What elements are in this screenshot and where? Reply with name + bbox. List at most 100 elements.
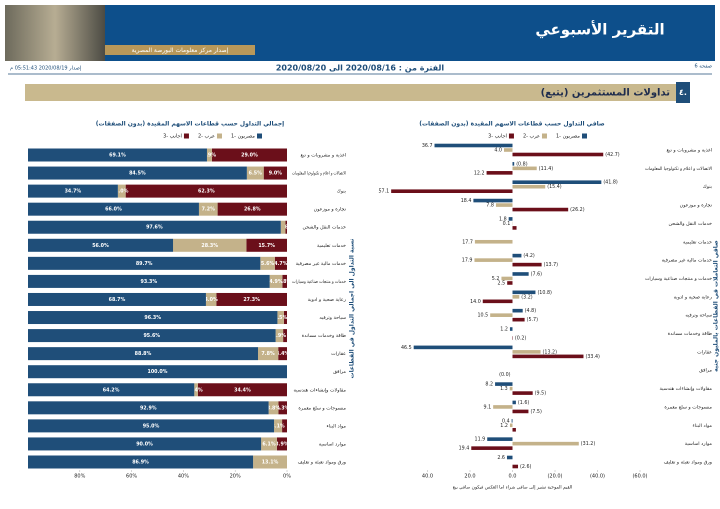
bar-segment bbox=[282, 419, 287, 433]
bar-segment bbox=[28, 184, 118, 198]
x-tick-label: 40.0 bbox=[422, 474, 433, 480]
y-axis-label: نسبة التداول الى اجمالي التداول في القطا… bbox=[349, 239, 356, 379]
value-label: 62.3% bbox=[198, 189, 215, 195]
value-label: 4.9% bbox=[269, 279, 282, 285]
bar-segment bbox=[28, 256, 261, 270]
legend-label: مصريون -1 bbox=[556, 134, 580, 140]
bar-segment bbox=[173, 238, 247, 252]
value-label: 89.7% bbox=[136, 261, 153, 267]
value-label: 34.7% bbox=[65, 189, 82, 195]
bar bbox=[512, 400, 516, 405]
value-label: 29.0% bbox=[241, 153, 258, 159]
bar-segment bbox=[253, 455, 287, 469]
bar bbox=[413, 345, 513, 350]
value-label: 18.4 bbox=[461, 198, 472, 204]
value-label: (13.7) bbox=[544, 262, 559, 268]
category-label: الاتصالات و اعلام و تكنولوجيا المعلومات bbox=[645, 166, 712, 172]
report-subtitle: إصدار مركز معلومات البورصة المصرية bbox=[132, 47, 229, 54]
category-label: مقاولات وإنشاءات هندسية bbox=[294, 387, 347, 393]
category-label: بنوك bbox=[337, 189, 346, 195]
bar-segment bbox=[28, 455, 254, 469]
value-label: 6.5% bbox=[249, 171, 262, 177]
bar-segment bbox=[277, 311, 284, 325]
bar-segment bbox=[28, 166, 247, 180]
bar-segment bbox=[246, 166, 264, 180]
x-tick-label: 60% bbox=[126, 474, 137, 480]
bar-segment bbox=[28, 329, 276, 343]
value-label: 84.5% bbox=[129, 171, 146, 177]
category-label: خدمات النقل والشحن bbox=[302, 225, 346, 231]
bar bbox=[495, 203, 513, 207]
bar-segment bbox=[28, 419, 275, 433]
report-title: التقرير الأسبوعي bbox=[535, 21, 664, 39]
value-label: 1.8% bbox=[278, 279, 291, 285]
value-label: 0.0% bbox=[280, 369, 293, 375]
value-label: (1.6) bbox=[518, 400, 530, 406]
category-label: مواد البناء bbox=[327, 423, 347, 429]
value-label: 95.6% bbox=[143, 333, 160, 339]
value-label: 2.5% bbox=[274, 315, 287, 321]
bar bbox=[487, 437, 513, 441]
value-label: 46.5 bbox=[401, 345, 412, 351]
bar bbox=[507, 281, 513, 285]
bar bbox=[508, 217, 513, 221]
x-tick-label: 0% bbox=[283, 474, 291, 480]
value-label: 57.1 bbox=[378, 189, 389, 195]
value-label: 93.3% bbox=[140, 279, 157, 285]
value-label: 2.9% bbox=[273, 333, 286, 339]
section-title: تداولات المستثمرين (يتبع) bbox=[541, 88, 671, 99]
value-label: 64.2% bbox=[103, 387, 120, 393]
value-label: 56.0% bbox=[92, 243, 109, 249]
value-label: 68.7% bbox=[109, 297, 126, 303]
value-label: (5.7) bbox=[527, 317, 539, 323]
x-tick-label: 80% bbox=[74, 474, 85, 480]
bar-segment bbox=[278, 347, 287, 361]
bar bbox=[512, 152, 604, 157]
value-label: 6.1% bbox=[262, 441, 275, 447]
value-label: 19.4 bbox=[459, 446, 470, 452]
value-label: 0.1 bbox=[503, 221, 511, 227]
bar-segment bbox=[283, 329, 287, 343]
value-label: 100.0% bbox=[148, 369, 168, 375]
bar-segment bbox=[206, 148, 212, 162]
value-label: 3.8% bbox=[267, 405, 280, 411]
legend-swatch bbox=[257, 133, 262, 139]
category-label: مقاولات وإنشاءات هندسية bbox=[660, 386, 713, 392]
legend-swatch bbox=[541, 133, 547, 139]
category-label: موارد اساسية bbox=[319, 441, 347, 447]
value-label: 2.6 bbox=[497, 455, 505, 461]
category-label: خدمات تعليمية bbox=[683, 239, 712, 245]
category-label: رعاية صحية و ادوية bbox=[674, 294, 713, 300]
value-label: 9.0% bbox=[269, 171, 282, 177]
value-label: (7.6) bbox=[531, 271, 543, 277]
value-label: 5.2 bbox=[492, 276, 500, 282]
category-label: تجارة و موزعون bbox=[314, 207, 347, 213]
bar bbox=[512, 391, 533, 395]
value-label: 14.0 bbox=[470, 299, 481, 305]
bar bbox=[482, 299, 513, 304]
category-label: الاتصالات و اعلام و تكنولوجيا المعلومات bbox=[292, 171, 346, 177]
bar bbox=[511, 418, 513, 423]
value-label: 0.6% bbox=[280, 225, 293, 231]
category-label: مرافق bbox=[333, 369, 346, 375]
value-label: 92.9% bbox=[140, 405, 157, 411]
value-label: 1.2 bbox=[500, 327, 508, 333]
value-label: (11.4) bbox=[539, 166, 554, 172]
axis-note: القيم الموجبة تشير إلى صافي شراء اما الع… bbox=[453, 485, 573, 491]
bar bbox=[512, 464, 519, 469]
x-tick-label: (20.0) bbox=[547, 474, 562, 480]
value-label: (0.0) bbox=[499, 372, 511, 378]
bar-segment bbox=[283, 311, 287, 325]
bar-segment bbox=[278, 401, 287, 415]
legend-swatch bbox=[183, 133, 189, 139]
bar bbox=[512, 427, 516, 432]
value-label: (7.5) bbox=[530, 409, 542, 415]
value-label: (2.6) bbox=[520, 464, 532, 470]
bar-segment bbox=[257, 347, 279, 361]
value-label: 2.5 bbox=[498, 280, 506, 286]
bar-segment bbox=[268, 401, 279, 415]
value-label: 10.5 bbox=[478, 313, 489, 319]
value-label: 0.4 bbox=[502, 418, 510, 424]
bar-segment bbox=[194, 383, 198, 397]
